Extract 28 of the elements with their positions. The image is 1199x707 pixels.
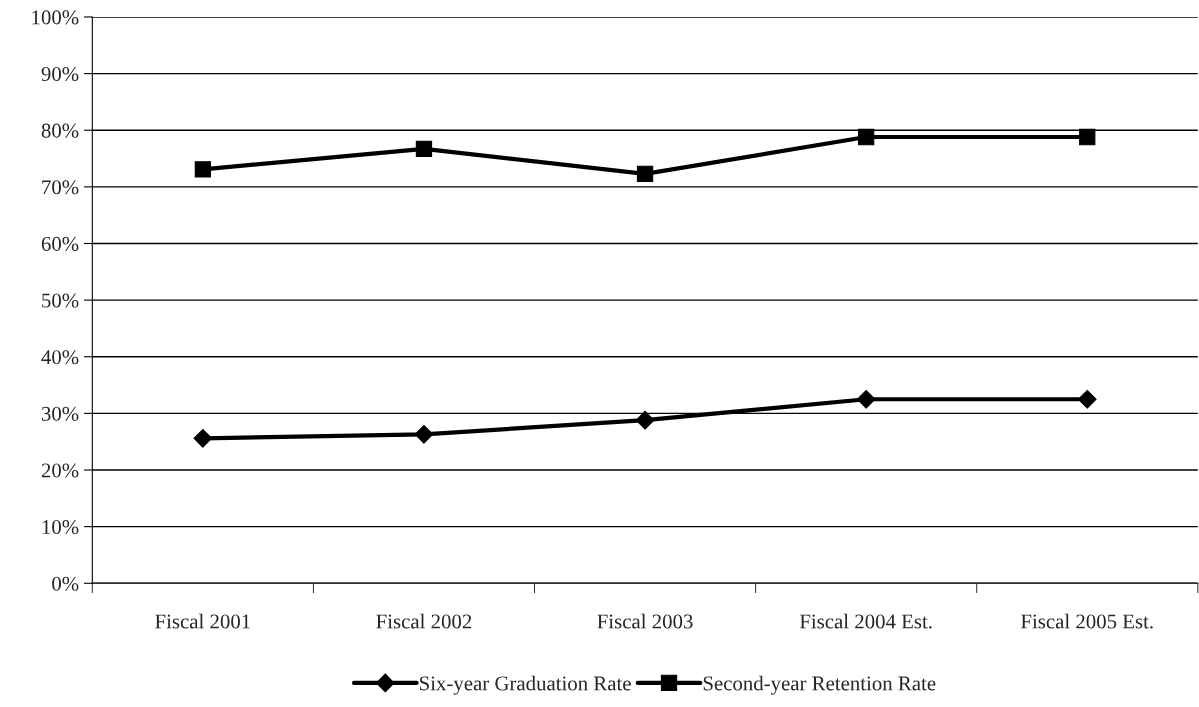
legend-label: Second-year Retention Rate xyxy=(703,675,936,695)
y-tick-label: 10% xyxy=(42,520,79,535)
point xyxy=(1079,128,1096,146)
y-tick-label: 40% xyxy=(41,350,79,365)
point xyxy=(193,428,213,448)
y-tick-label: 80% xyxy=(41,123,79,138)
y-tick-label: 70% xyxy=(42,180,79,195)
point xyxy=(856,389,876,409)
legend-label: Six-year Graduation Rate xyxy=(420,675,631,695)
point xyxy=(415,140,433,158)
point xyxy=(636,165,654,182)
y-tick-label: 90% xyxy=(41,66,79,82)
point xyxy=(635,410,655,430)
y-tick-label: 50% xyxy=(42,293,79,308)
x-tick-label: Fiscal 2001 xyxy=(155,613,250,629)
point xyxy=(858,128,875,146)
x-tick-label: Fiscal 2002 xyxy=(376,613,472,629)
y-tick-label: 100% xyxy=(32,10,79,25)
x-tick-label: Fiscal 2005 Est. xyxy=(1021,613,1153,629)
x-tick-label: Fiscal 2003 xyxy=(597,613,693,629)
y-tick-label: 60% xyxy=(41,236,79,251)
point xyxy=(414,424,434,444)
y-tick-label: 30% xyxy=(41,406,79,421)
point xyxy=(1077,389,1097,409)
y-tick-label: 0% xyxy=(52,576,79,591)
point xyxy=(194,161,212,178)
y-tick-label: 20% xyxy=(41,463,79,478)
x-tick-label: Fiscal 2004 Est. xyxy=(799,613,932,629)
